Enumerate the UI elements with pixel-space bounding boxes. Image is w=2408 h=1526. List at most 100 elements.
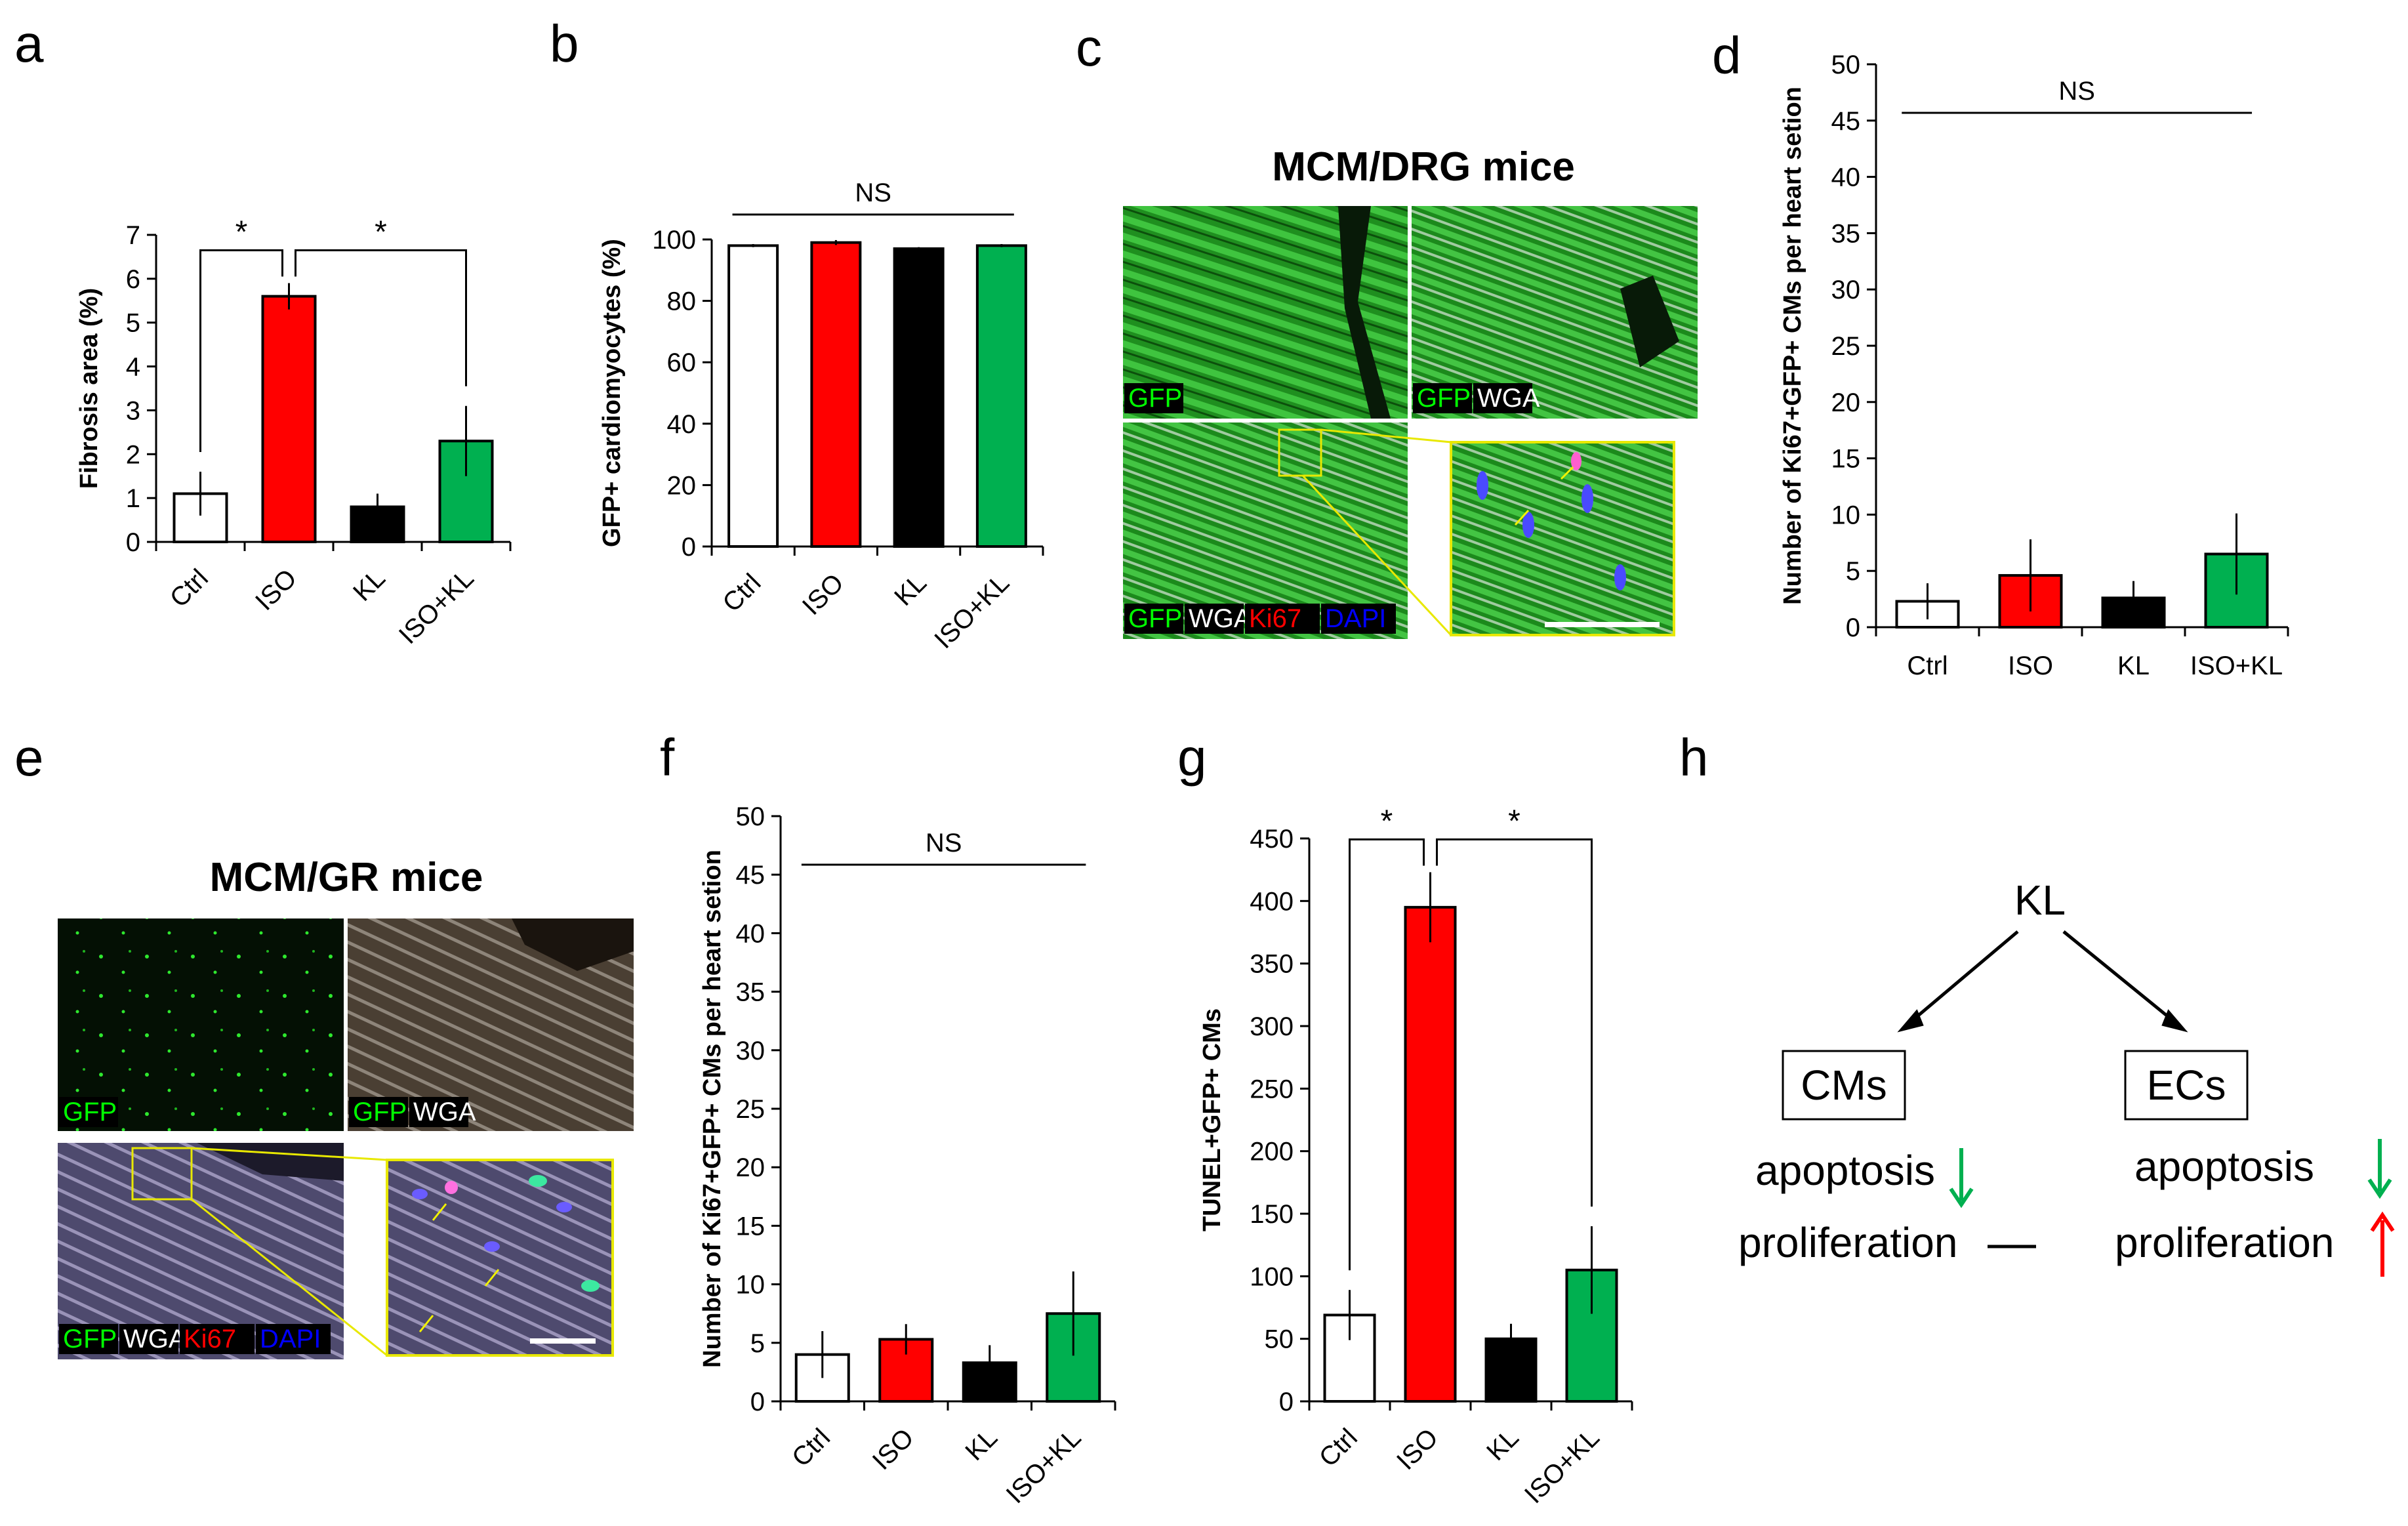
bar-ISO bbox=[810, 241, 862, 548]
x-tick-label: KL bbox=[960, 1423, 1003, 1466]
significance-label: * bbox=[235, 215, 248, 250]
y-tick-label: 25 bbox=[1831, 332, 1861, 361]
panel-label-h: h bbox=[1679, 728, 1709, 787]
pointer-arrow bbox=[484, 1269, 500, 1287]
ki67-nucleus bbox=[1571, 452, 1582, 470]
y-tick-label: 5 bbox=[126, 309, 140, 338]
x-tick-label: Ctrl bbox=[1314, 1423, 1363, 1472]
tile-c-merge bbox=[1123, 423, 1408, 639]
x-tick-label: KL bbox=[889, 568, 932, 611]
scheme-root: KL bbox=[2014, 876, 2066, 924]
y-tick-label: 1 bbox=[126, 484, 140, 513]
scheme-arrow-left bbox=[1908, 930, 2019, 1025]
chart-b: 0 20 40 60 80 100 GFP+ cardiomyocytes (%) Ctrl I… bbox=[598, 178, 1044, 654]
gfp-nucleus bbox=[581, 1280, 600, 1292]
significance-bracket bbox=[1349, 838, 1425, 1271]
y-tick-label: 20 bbox=[667, 471, 697, 500]
x-tick-label: ISO bbox=[250, 564, 302, 616]
panel-label-e: e bbox=[14, 728, 44, 787]
zoom-line bbox=[1301, 474, 1452, 636]
scheme-left-apoptosis: apoptosis bbox=[1755, 1147, 1935, 1194]
pointer-arrow bbox=[432, 1203, 447, 1221]
panel-label-g: g bbox=[1177, 728, 1207, 787]
y-tick-label: 30 bbox=[1831, 276, 1861, 304]
y-axis-label: GFP+ cardiomyocytes (%) bbox=[598, 239, 626, 547]
dapi-nucleus bbox=[1582, 484, 1593, 513]
channel-label-bg bbox=[1185, 604, 1244, 634]
scheme-panel-h: KL CMs ECs apoptosis proliferation apopt… bbox=[1738, 876, 2395, 1277]
y-tick-label: 5 bbox=[1846, 557, 1860, 586]
channel-label: WGA bbox=[1189, 604, 1252, 633]
arrowhead bbox=[1897, 1009, 1924, 1033]
scheme-right-proliferation: proliferation bbox=[2115, 1219, 2334, 1266]
x-tick-label: Ctrl bbox=[165, 564, 214, 613]
x-tick-label: ISO+KL bbox=[1519, 1423, 1605, 1509]
pointer-arrow bbox=[1560, 466, 1574, 480]
dapi-nucleus bbox=[484, 1241, 500, 1252]
y-tick-label: 20 bbox=[1831, 388, 1861, 417]
chart-g: 0 50 100 150 200 250 300 350 400 450 TUNEL+GFP+ CM… bbox=[1198, 804, 1633, 1509]
significance-label: * bbox=[375, 215, 387, 250]
significance-bracket bbox=[1436, 838, 1593, 1207]
channel-label: DAPI bbox=[1325, 604, 1386, 633]
x-tick-label: KL bbox=[348, 564, 391, 607]
panel-label-f: f bbox=[660, 728, 675, 787]
dapi-nucleus bbox=[412, 1189, 428, 1199]
tile-e-merge bbox=[58, 1143, 344, 1359]
y-axis-label: Fibrosis area (%) bbox=[75, 288, 103, 489]
x-tick-label: Ctrl bbox=[717, 568, 766, 617]
y-tick-label: 400 bbox=[1250, 887, 1294, 916]
y-tick-label: 40 bbox=[736, 919, 765, 948]
zoom-line bbox=[1320, 428, 1452, 443]
bar-KL bbox=[350, 505, 405, 543]
channel-label: DAPI bbox=[260, 1325, 321, 1353]
pointer-arrow bbox=[1514, 509, 1530, 526]
y-tick-label: 20 bbox=[736, 1153, 765, 1182]
channel-label-bg bbox=[409, 1097, 468, 1127]
zoom-line bbox=[191, 1147, 388, 1161]
dapi-nucleus bbox=[1477, 471, 1488, 500]
arrowhead bbox=[2161, 1009, 2188, 1033]
chart-f: 0 5 10 15 20 25 30 35 40 45 50 Number of Ki67+GFP+ … bbox=[699, 802, 1116, 1509]
significance-bracket bbox=[199, 249, 283, 453]
channel-label: GFP bbox=[1128, 604, 1182, 633]
y-tick-label: 4 bbox=[126, 353, 140, 382]
x-tick-label: Ctrl bbox=[786, 1423, 836, 1472]
y-tick-label: 200 bbox=[1250, 1138, 1294, 1166]
y-tick-label: 50 bbox=[1831, 51, 1861, 79]
y-tick-label: 30 bbox=[736, 1037, 765, 1065]
channel-label-bg bbox=[1124, 604, 1183, 634]
panel-label-d: d bbox=[1712, 26, 1742, 85]
y-axis-label: Number of Ki67+GFP+ CMs per heart setion bbox=[699, 850, 726, 1368]
x-tick-label: ISO bbox=[867, 1423, 920, 1475]
y-tick-label: 5 bbox=[750, 1329, 765, 1358]
y-tick-label: 15 bbox=[736, 1212, 765, 1241]
scheme-right-apoptosis: apoptosis bbox=[2134, 1143, 2314, 1190]
ki67-nucleus bbox=[445, 1181, 458, 1194]
y-tick-label: 100 bbox=[1250, 1262, 1294, 1291]
x-tick-label: KL bbox=[2117, 651, 2150, 680]
channel-label-bg bbox=[1124, 383, 1183, 413]
channel-label: GFP bbox=[1128, 384, 1182, 413]
channel-label-bg bbox=[256, 1324, 331, 1354]
arrowhead bbox=[2367, 1178, 2392, 1199]
y-tick-label: 6 bbox=[126, 265, 140, 294]
y-tick-label: 0 bbox=[682, 533, 696, 562]
significance-label: NS bbox=[926, 829, 962, 857]
tile-e-gfp bbox=[58, 918, 344, 1131]
y-tick-label: 40 bbox=[1831, 163, 1861, 192]
x-tick-label: ISO+KL bbox=[2190, 651, 2283, 680]
channel-label: GFP bbox=[63, 1098, 117, 1126]
channel-label: WGA bbox=[1477, 384, 1540, 413]
panel-label-b: b bbox=[550, 14, 579, 73]
bar-ISO bbox=[261, 295, 317, 543]
y-tick-label: 100 bbox=[652, 226, 696, 255]
y-axis-label: TUNEL+GFP+ CMs bbox=[1198, 1008, 1226, 1231]
channel-label-bg bbox=[1413, 383, 1472, 413]
y-tick-label: 50 bbox=[736, 802, 765, 831]
